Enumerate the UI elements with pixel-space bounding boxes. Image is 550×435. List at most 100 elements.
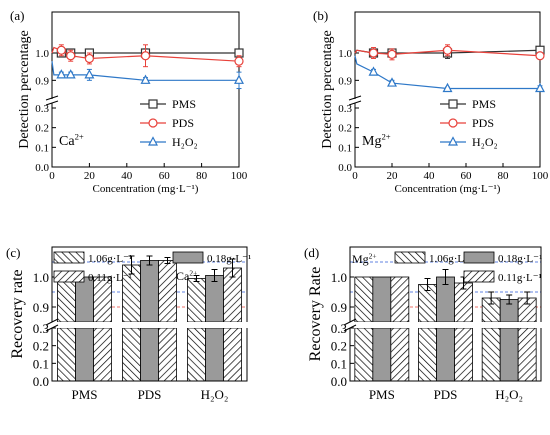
data-point-H2O2 (65, 69, 76, 79)
y-tick-label: 0.3 (35, 103, 49, 115)
bar-lower (481, 327, 501, 382)
y-tick-label: 1.0 (35, 48, 49, 60)
bar-lower (436, 327, 455, 382)
legend-marker (148, 99, 158, 109)
legend-marker (448, 118, 458, 128)
y-axis-label: Detection percentage (320, 30, 335, 149)
ion-label: Ca2+ (59, 132, 84, 149)
axis-break-gap (349, 99, 361, 103)
x-tick-label: 80 (498, 170, 510, 182)
y-tick-label: 0.2 (33, 339, 49, 354)
y-axis-label: Detection percentage (17, 30, 32, 149)
category-label: H₂O₂ (201, 387, 229, 402)
y-tick-label: 0.0 (35, 162, 49, 174)
axis-break-mark (348, 100, 362, 106)
bar-lower (57, 327, 76, 382)
bar-upper (187, 278, 206, 323)
bar-lower (354, 327, 374, 382)
data-point-PDS (56, 45, 66, 55)
data-point-H2O2 (56, 69, 67, 79)
bar-lower (454, 327, 473, 382)
data-point-H2O2 (368, 66, 379, 76)
legend-marker (148, 136, 158, 146)
legend-marker (448, 99, 458, 109)
data-point-H2O2 (535, 82, 545, 93)
x-tick-label: 100 (231, 170, 248, 182)
x-tick-label: 80 (196, 170, 208, 182)
x-tick-label: 0 (49, 170, 55, 182)
y-tick-label: 0.9 (33, 300, 49, 315)
bar-lower (390, 327, 410, 382)
y-tick-label: 0.0 (331, 374, 347, 389)
bar-upper (140, 260, 159, 323)
ion-label: Ca2+ (176, 268, 197, 283)
legend-swatch (53, 251, 85, 264)
panel-label: (c) (6, 245, 20, 260)
y-tick-label: 0.0 (338, 162, 352, 174)
y-tick-label: 0.1 (331, 356, 347, 371)
data-point-PDS (66, 51, 76, 61)
y-tick-label: 0.3 (338, 103, 352, 115)
legend-swatch (172, 251, 204, 264)
data-point-H2O2 (442, 82, 453, 93)
y-axis-label: Recovery Rate (307, 267, 324, 362)
legend-label: PMS (172, 97, 196, 111)
legend-label: 1.06g·L⁻¹ (429, 253, 473, 265)
y-tick-label: 1.0 (338, 48, 352, 60)
bar-lower (158, 327, 177, 382)
x-tick-label: 100 (532, 170, 549, 182)
legend-marker (148, 118, 158, 128)
bar-lower (122, 327, 141, 382)
legend-label: H₂O₂ (172, 135, 198, 149)
series-line-PDS (354, 49, 541, 57)
legend-swatch (53, 270, 85, 283)
bar-lower (499, 327, 519, 382)
ion-label: Mg2+ (352, 251, 377, 266)
data-point-PDS (535, 51, 545, 61)
panel-c: PMS PDS H₂O₂ 0.9 1.0 0.0 0.1 0.2 0.3 Recovery rat… (6, 245, 253, 402)
y-tick-label: 0.9 (35, 75, 49, 87)
panel-label: (b) (313, 8, 328, 23)
panel-a: 0.9 1.0 0.0 0.1 0.2 0.3 0 20 40 60 80 100 Concentrat… (10, 8, 248, 195)
y-axis-label: Recovery rate (9, 269, 26, 358)
legend-label: 0.11g·L⁻¹ (88, 272, 132, 284)
y-tick-label: 1.0 (33, 270, 49, 285)
data-point-H2O2 (234, 74, 244, 84)
data-point-PDS (140, 51, 151, 61)
panel-label: (a) (10, 8, 24, 23)
y-tick-label: 0.1 (33, 356, 49, 371)
category-label: PMS (369, 387, 395, 402)
data-point-PDS (442, 45, 453, 55)
bar-lower (223, 327, 242, 382)
bar-lower (372, 327, 392, 382)
x-tick-label: 40 (424, 170, 436, 182)
panel-b: 0.9 1.0 0.0 0.1 0.2 0.3 0 20 40 60 80 100 Concentrat… (313, 8, 549, 195)
bar-upper (354, 276, 374, 323)
x-tick-label: 0 (352, 170, 358, 182)
bar-upper (57, 276, 76, 323)
category-label: PMS (71, 387, 97, 402)
legend-label: H₂O₂ (472, 135, 498, 149)
bar-lower (205, 327, 224, 382)
x-tick-label: 60 (159, 170, 171, 182)
bar-upper (390, 276, 410, 323)
plot-frame-upper (349, 246, 542, 322)
y-tick-label: 0.2 (35, 123, 49, 135)
legend-label: 0.18g·L⁻¹ (207, 253, 251, 265)
x-tick-label: 40 (121, 170, 133, 182)
legend-marker (448, 136, 458, 146)
y-tick-label: 0.0 (33, 374, 49, 389)
y-tick-label: 0.3 (33, 321, 49, 336)
axis-break-mark (348, 95, 362, 101)
axis-break-gap (46, 99, 58, 103)
axis-break-band (46, 322, 253, 328)
plot-frame-upper (51, 246, 248, 322)
data-point-PDS (387, 49, 397, 59)
legend-label: 0.11g·L⁻¹ (498, 272, 542, 284)
y-tick-label: 0.2 (331, 339, 347, 354)
axis-break-mark (45, 95, 59, 101)
bar-upper (205, 275, 224, 323)
x-axis-label: Concentration (mg·L⁻¹) (395, 183, 501, 195)
y-tick-label: 0.1 (338, 142, 352, 154)
